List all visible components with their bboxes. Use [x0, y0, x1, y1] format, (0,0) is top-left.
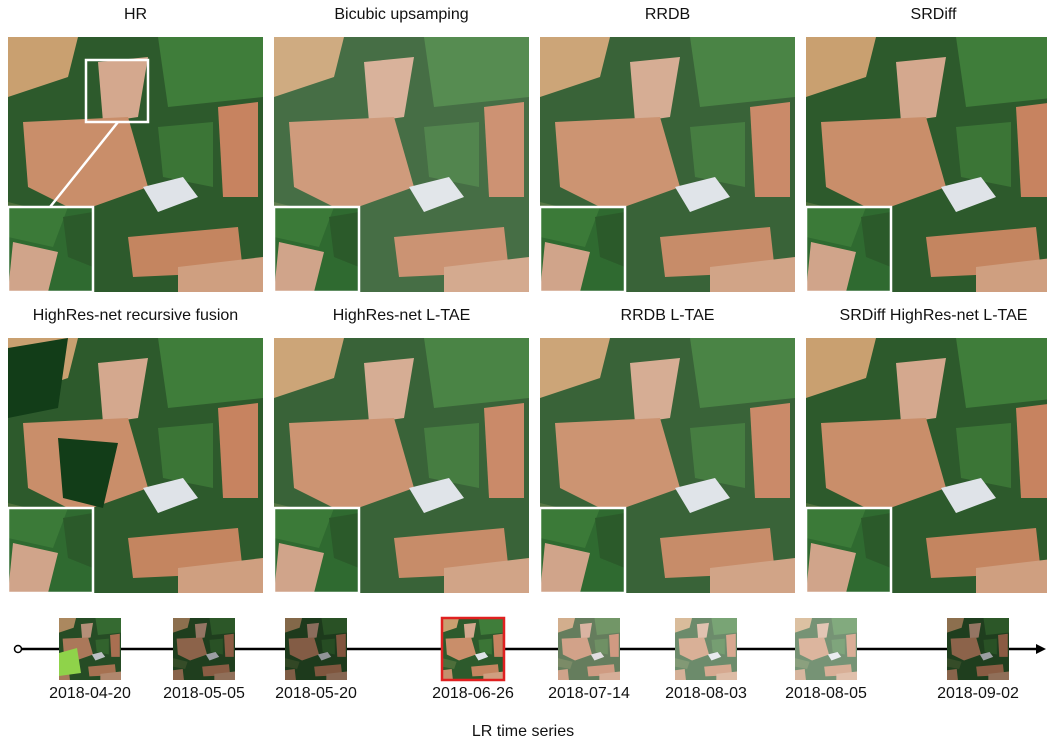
timeline	[13, 616, 1046, 682]
frame-tint	[173, 618, 235, 680]
date-label: 2018-09-02	[937, 685, 1019, 702]
inset-border	[804, 506, 893, 595]
panel-title: Bicubic upsamping	[334, 6, 468, 23]
panel-title: HighRes-net L-TAE	[333, 307, 471, 324]
panel-title: SRDiff HighRes-net L-TAE	[840, 307, 1028, 324]
panel: SRDiff	[804, 6, 1047, 294]
panel-title: RRDB L-TAE	[621, 307, 715, 324]
frame-tint	[947, 618, 1009, 680]
zoom-inset	[8, 207, 93, 292]
date-label: 2018-05-05	[163, 685, 245, 702]
frame-tint	[558, 618, 620, 680]
inset-border	[538, 506, 627, 595]
panel-title: RRDB	[645, 6, 690, 23]
panel: SRDiff HighRes-net L-TAE	[804, 307, 1047, 595]
inset-border	[804, 205, 893, 294]
panel-title: HR	[124, 6, 147, 23]
timeline-caption: LR time series	[472, 723, 574, 740]
inset-border	[272, 205, 361, 294]
zoom-inset	[540, 508, 625, 593]
panel: RRDB	[538, 6, 795, 294]
panel: RRDB L-TAE	[538, 307, 795, 595]
date-label: 2018-06-26	[432, 685, 514, 702]
date-label: 2018-07-14	[548, 685, 630, 702]
date-label: 2018-08-05	[785, 685, 867, 702]
inset-border	[272, 506, 361, 595]
axis-arrow	[1036, 644, 1046, 654]
inset-border	[538, 205, 627, 294]
panel-title: SRDiff	[911, 6, 957, 23]
panels: HR Bicubic upsamping RRDB SRDiff HighRes-net…	[6, 6, 1047, 595]
panel-title: HighRes-net recursive fusion	[33, 307, 238, 324]
zoom-inset	[8, 508, 93, 593]
artifact	[8, 338, 68, 418]
panel: HighRes-net L-TAE	[272, 307, 529, 595]
zoom-inset	[274, 207, 359, 292]
zoom-inset	[806, 508, 891, 593]
frame-tint	[285, 618, 347, 680]
panel: HR	[6, 6, 263, 294]
date-label: 2018-04-20	[49, 685, 131, 702]
panel: HighRes-net recursive fusion	[6, 307, 263, 595]
selected-frame	[440, 616, 506, 682]
inset-border	[6, 506, 95, 595]
zoom-inset	[274, 508, 359, 593]
frame-tint	[795, 618, 857, 680]
artifact	[58, 438, 118, 508]
date-label: 2018-05-20	[275, 685, 357, 702]
date-label: 2018-08-03	[665, 685, 747, 702]
frame-tint	[675, 618, 737, 680]
zoom-inset	[806, 207, 891, 292]
panel: Bicubic upsamping	[272, 6, 529, 294]
axis-origin	[13, 644, 23, 654]
cloud-patch	[59, 648, 81, 676]
zoom-line	[49, 121, 119, 208]
lr-frame	[442, 618, 504, 680]
zoom-inset	[540, 207, 625, 292]
